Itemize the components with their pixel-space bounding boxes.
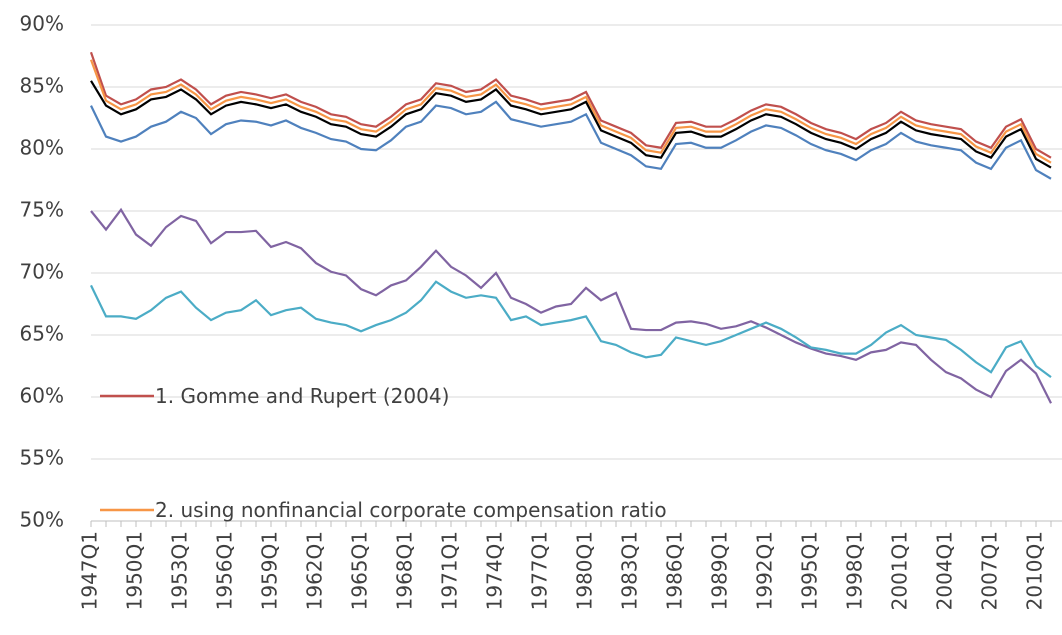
x-tick-label: 2001Q1 [888, 531, 912, 610]
legend-label: 2. using nonfinancial corporate compensa… [155, 498, 667, 522]
x-tick-label: 1965Q1 [348, 531, 372, 610]
legend-label: 1. Gomme and Rupert (2004) [155, 384, 450, 408]
series-line [90, 207, 1052, 404]
x-tick-label: 1989Q1 [708, 531, 732, 610]
y-tick-label: 80% [20, 136, 64, 160]
series-line [90, 280, 1052, 379]
series-line [89, 59, 1052, 164]
x-tick-label: 1968Q1 [393, 531, 417, 610]
y-tick-label: 75% [20, 198, 64, 222]
x-tick-label: 1953Q1 [168, 531, 192, 610]
x-tick-label: 2004Q1 [933, 531, 957, 610]
x-tick-label: 1950Q1 [123, 531, 147, 610]
x-tick-label: 2007Q1 [978, 531, 1002, 610]
x-tick-label: 1986Q1 [663, 531, 687, 610]
x-tick-label: 1983Q1 [618, 531, 642, 610]
y-tick-label: 65% [20, 322, 64, 346]
x-tick-label: 1995Q1 [798, 531, 822, 610]
series-line [90, 100, 1052, 180]
y-tick-label: 60% [20, 384, 64, 408]
x-tick-label: 2010Q1 [1023, 531, 1047, 610]
x-tick-label: 1956Q1 [213, 531, 237, 610]
x-tick-label: 1962Q1 [303, 531, 327, 610]
x-tick-label: 1998Q1 [843, 531, 867, 610]
x-tick-label: 1992Q1 [753, 531, 777, 610]
x-tick-label: 1959Q1 [258, 531, 282, 610]
x-tick-label: 1974Q1 [483, 531, 507, 610]
series-line [90, 80, 1052, 169]
x-tick-label: 1977Q1 [528, 531, 552, 610]
y-tick-label: 85% [20, 74, 64, 98]
y-tick-label: 50% [20, 508, 64, 532]
y-tick-label: 55% [20, 446, 64, 470]
y-tick-label: 90% [20, 12, 64, 36]
series-line [89, 51, 1052, 159]
y-tick-label: 70% [20, 260, 64, 284]
x-tick-label: 1971Q1 [438, 531, 462, 610]
x-tick-label: 1980Q1 [573, 531, 597, 610]
x-tick-label: 1947Q1 [78, 531, 102, 610]
